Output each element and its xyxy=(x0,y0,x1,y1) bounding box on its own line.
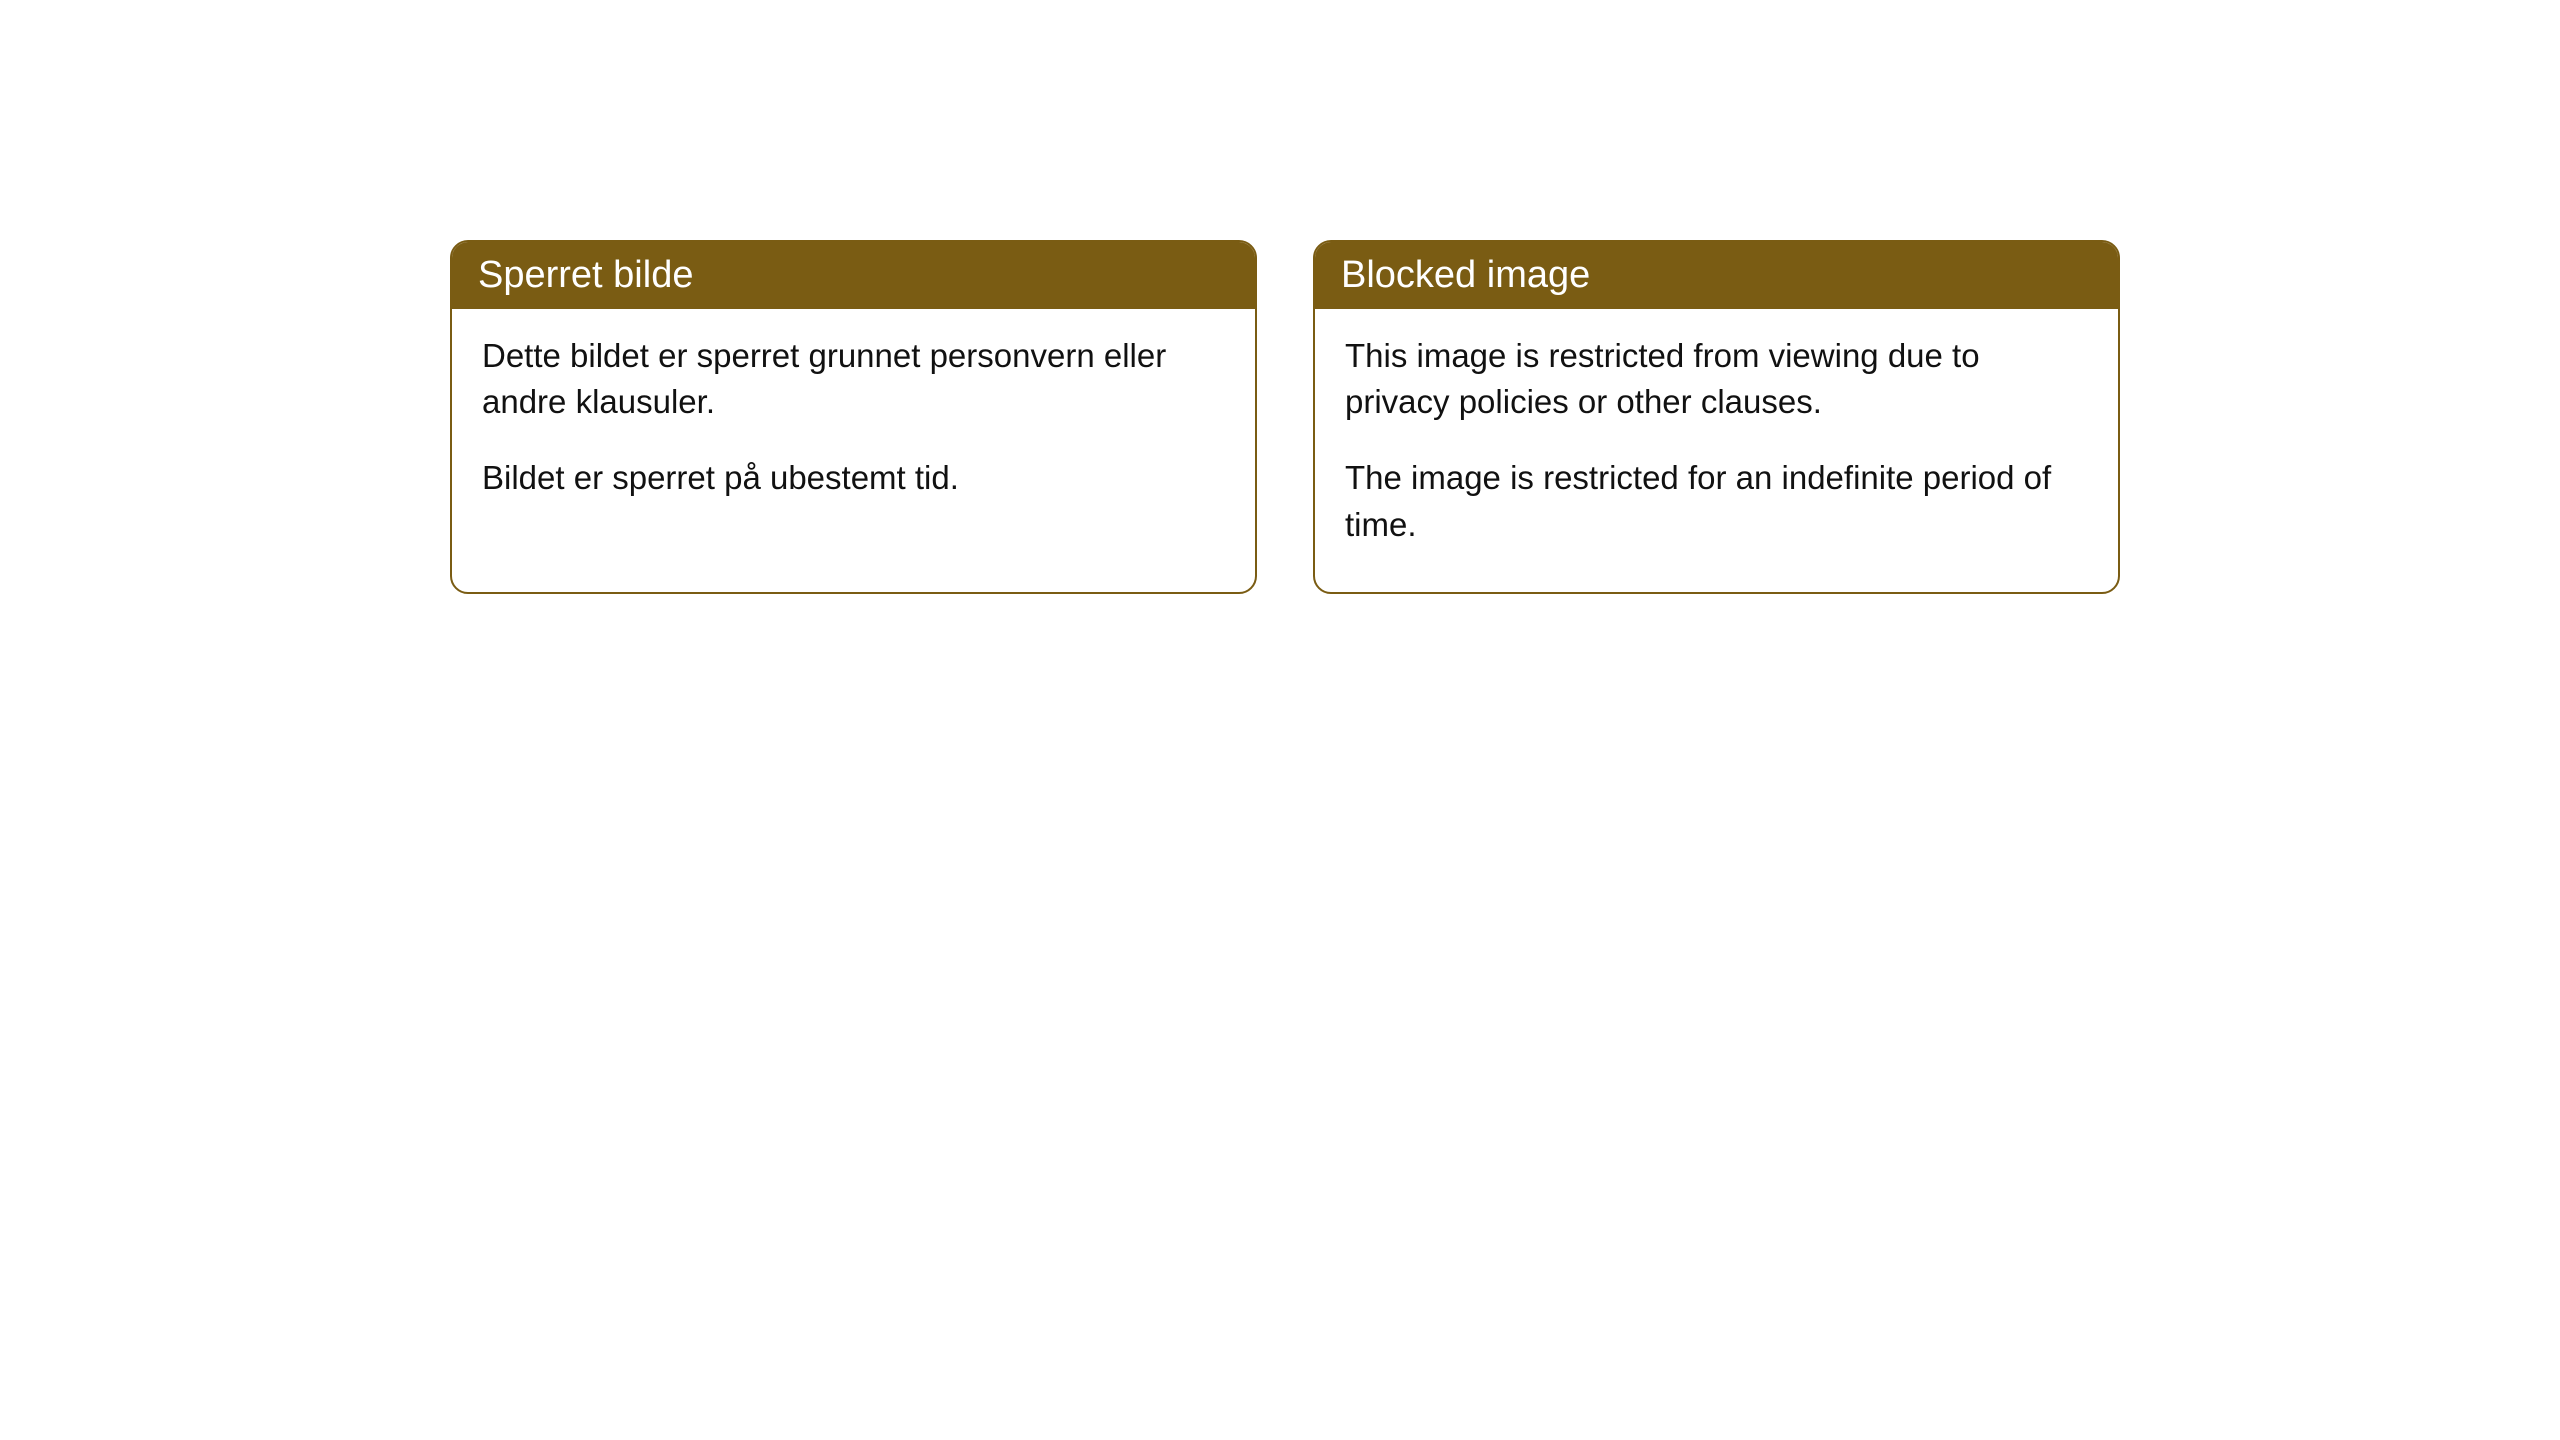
notice-cards-container: Sperret bilde Dette bildet er sperret gr… xyxy=(450,240,2560,594)
notice-card-norwegian: Sperret bilde Dette bildet er sperret gr… xyxy=(450,240,1257,594)
card-title: Sperret bilde xyxy=(478,254,693,296)
card-header: Blocked image xyxy=(1315,242,2118,309)
card-paragraph: Dette bildet er sperret grunnet personve… xyxy=(482,333,1225,425)
card-header: Sperret bilde xyxy=(452,242,1255,309)
card-paragraph: This image is restricted from viewing du… xyxy=(1345,333,2088,425)
card-paragraph: Bildet er sperret på ubestemt tid. xyxy=(482,455,1225,501)
card-body: Dette bildet er sperret grunnet personve… xyxy=(452,309,1255,546)
card-paragraph: The image is restricted for an indefinit… xyxy=(1345,455,2088,547)
notice-card-english: Blocked image This image is restricted f… xyxy=(1313,240,2120,594)
card-title: Blocked image xyxy=(1341,254,1590,296)
card-body: This image is restricted from viewing du… xyxy=(1315,309,2118,592)
